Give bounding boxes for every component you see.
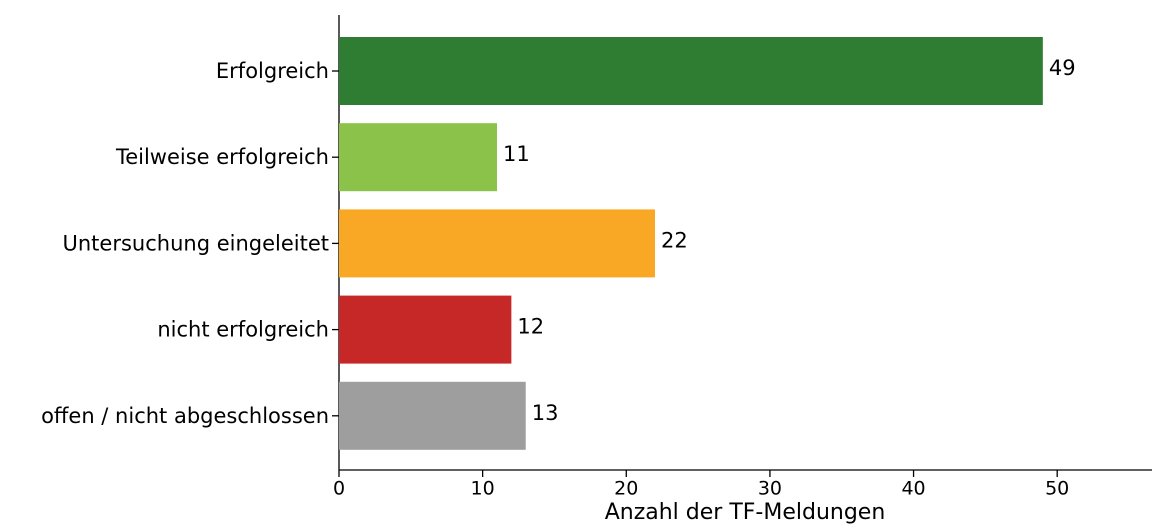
x-tick-label: 0 (333, 478, 345, 500)
y-tick-label: offen / nicht abgeschlossen (41, 404, 329, 428)
bar (339, 209, 656, 278)
x-tick-label: 10 (471, 478, 495, 500)
x-tick-label: 30 (758, 478, 782, 500)
value-label: 22 (661, 228, 688, 252)
bar (339, 295, 512, 364)
y-tick-label: Teilweise erfolgreich (115, 145, 329, 169)
value-label: 13 (532, 401, 559, 425)
y-tick-label: Untersuchung eingeleitet (63, 231, 330, 255)
value-label: 11 (503, 142, 530, 166)
y-tick-label: nicht erfolgreich (157, 318, 329, 342)
value-label: 12 (517, 315, 544, 339)
x-tick-label: 40 (901, 478, 925, 500)
bar (339, 381, 526, 450)
y-tick-label: Erfolgreich (216, 59, 329, 83)
value-label: 49 (1049, 56, 1076, 80)
bar (339, 123, 498, 192)
bar (339, 37, 1043, 105)
x-axis-label: Anzahl der TF-Meldungen (605, 500, 886, 525)
x-tick-label: 20 (614, 478, 638, 500)
x-tick-label: 50 (1045, 478, 1069, 500)
